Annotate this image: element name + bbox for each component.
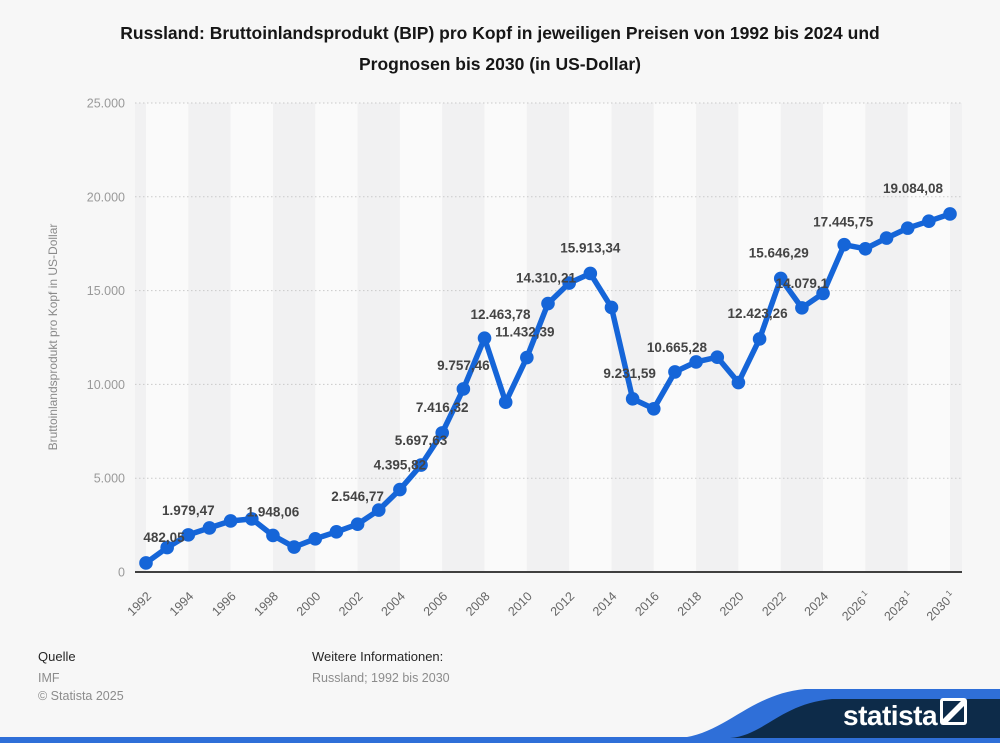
info-heading: Weitere Informationen:	[312, 649, 444, 664]
chart-title: Russland: Bruttoinlandsprodukt (BIP) pro…	[120, 23, 880, 74]
info-block: Weitere Informationen: Russland; 1992 bi…	[312, 649, 450, 687]
svg-text:1992: 1992	[125, 589, 155, 619]
svg-text:2018: 2018	[675, 589, 705, 619]
svg-text:20281: 20281	[880, 588, 916, 624]
svg-text:1.948,06: 1.948,06	[247, 504, 300, 519]
svg-text:11.432,39: 11.432,39	[495, 325, 554, 340]
svg-text:2004: 2004	[378, 589, 408, 619]
source-heading: Quelle	[38, 649, 76, 664]
svg-text:10.665,28: 10.665,28	[647, 340, 708, 355]
svg-text:1994: 1994	[167, 589, 197, 619]
svg-text:2010: 2010	[505, 589, 535, 619]
statista-logo-mark	[940, 698, 967, 725]
svg-text:4.395,82: 4.395,82	[374, 458, 427, 473]
svg-text:0: 0	[118, 566, 125, 580]
svg-text:2.546,77: 2.546,77	[331, 489, 384, 504]
svg-text:15.000: 15.000	[87, 284, 125, 298]
svg-text:2016: 2016	[632, 589, 662, 619]
copyright-note: © Statista 2025	[38, 689, 124, 703]
svg-text:2024: 2024	[802, 589, 832, 619]
svg-text:19.084,08: 19.084,08	[883, 181, 944, 196]
svg-text:9.231,59: 9.231,59	[603, 366, 656, 381]
svg-text:2002: 2002	[336, 589, 366, 619]
svg-text:2000: 2000	[294, 589, 324, 619]
info-text: Russland; 1992 bis 2030	[312, 671, 450, 685]
logo-wordmark: statista	[843, 700, 938, 731]
svg-text:12.463,78: 12.463,78	[470, 307, 531, 322]
svg-text:2022: 2022	[759, 589, 789, 619]
svg-text:2008: 2008	[463, 589, 493, 619]
svg-text:17.445,75: 17.445,75	[813, 215, 874, 230]
svg-text:2020: 2020	[717, 589, 747, 619]
svg-text:20261: 20261	[838, 588, 874, 624]
svg-text:15.646,29: 15.646,29	[749, 245, 809, 260]
svg-text:1998: 1998	[252, 589, 282, 619]
svg-text:2014: 2014	[590, 589, 620, 619]
gdp-line-chart: 0 5.000 10.000 15.000 20.000 25.000 482,05 1.97…	[0, 85, 1000, 645]
logo-navy-swoosh	[730, 699, 1000, 738]
svg-text:482,05: 482,05	[143, 530, 185, 545]
svg-text:2012: 2012	[548, 589, 578, 619]
svg-text:20.000: 20.000	[87, 190, 125, 204]
svg-text:12.423,26: 12.423,26	[728, 306, 789, 321]
svg-text:14.079,1: 14.079,1	[776, 276, 829, 291]
svg-text:2006: 2006	[421, 589, 451, 619]
svg-text:14.310,21: 14.310,21	[516, 271, 577, 286]
statista-logo: statista	[680, 689, 1000, 738]
svg-text:20301: 20301	[922, 588, 958, 624]
svg-text:5.697,63: 5.697,63	[395, 433, 448, 448]
svg-text:1.979,47: 1.979,47	[162, 503, 215, 518]
svg-text:15.913,34: 15.913,34	[560, 240, 621, 255]
svg-text:10.000: 10.000	[87, 378, 125, 392]
svg-text:5.000: 5.000	[94, 472, 125, 486]
source-block: Quelle IMF © Statista 2025	[38, 649, 124, 705]
svg-text:9.757,46: 9.757,46	[437, 358, 490, 373]
svg-text:25.000: 25.000	[87, 97, 125, 111]
svg-text:Bruttoinlandsprodukt pro Kopf: Bruttoinlandsprodukt pro Kopf in US-Doll…	[46, 224, 60, 451]
svg-text:1996: 1996	[209, 589, 239, 619]
source-name: IMF	[38, 671, 60, 685]
bottom-accent-bar	[0, 737, 1000, 743]
svg-text:7.416,32: 7.416,32	[416, 400, 469, 415]
